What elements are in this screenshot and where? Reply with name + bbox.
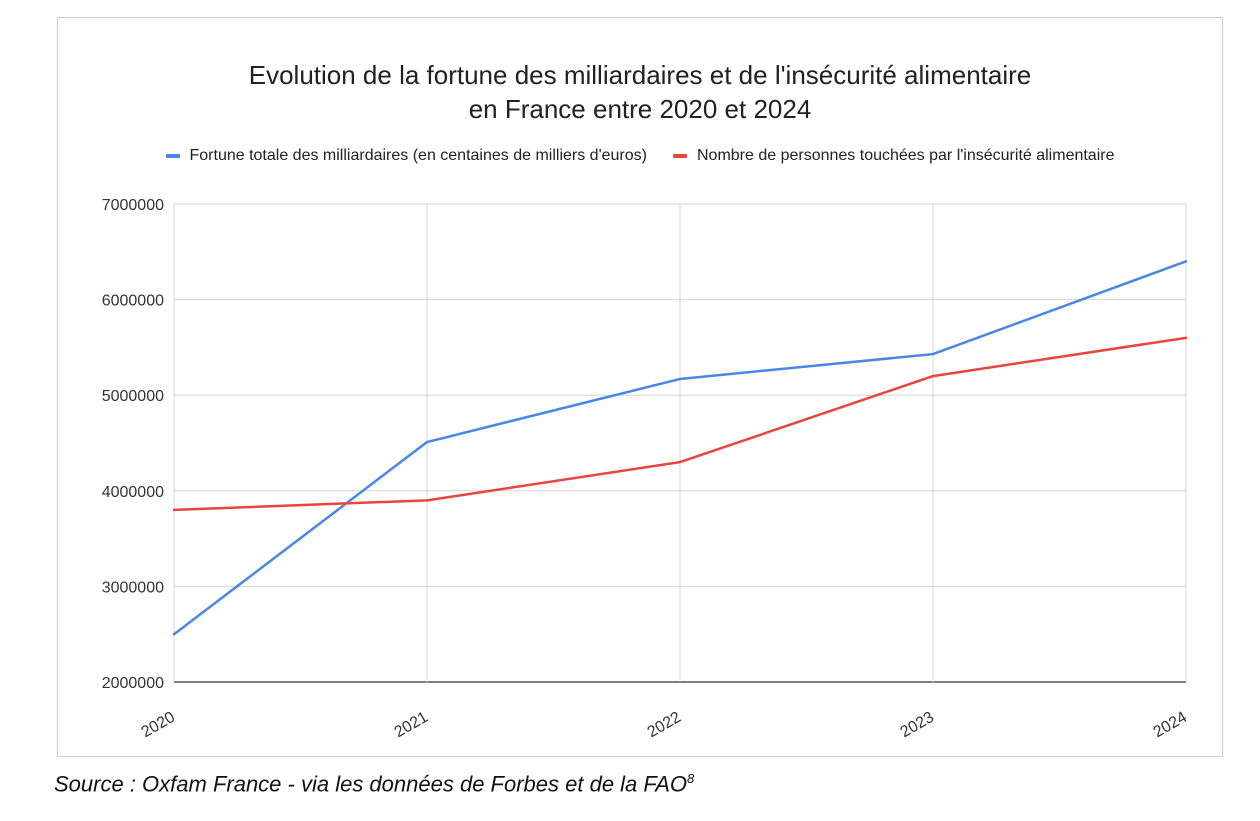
source-note: Source : Oxfam France - via les données … <box>54 771 694 797</box>
y-tick-label: 7000000 <box>102 197 164 214</box>
series-line-fortune <box>172 260 1188 636</box>
x-tick-label: 2020 <box>139 709 178 742</box>
y-tick-label: 3000000 <box>102 579 164 596</box>
legend-label-fortune: Fortune totale des milliardaires (en cen… <box>189 147 647 164</box>
source-text: Source : Oxfam France - via les données … <box>54 771 687 797</box>
legend-swatch-fortune <box>165 154 180 158</box>
y-tick-label: 6000000 <box>102 293 164 310</box>
y-tick-label: 4000000 <box>102 484 164 501</box>
y-tick-label: 2000000 <box>102 675 164 692</box>
y-tick-label: 5000000 <box>102 388 164 405</box>
chart-title-line2: en France entre 2020 et 2024 <box>468 94 812 124</box>
legend-item-fortune[interactable]: Fortune totale des milliardaires (en cen… <box>165 147 647 165</box>
chart-frame <box>57 17 1223 757</box>
x-tick-label: 2022 <box>645 709 684 742</box>
legend-item-insecurite[interactable]: Nombre de personnes touchées par l'inséc… <box>672 147 1115 165</box>
legend: Fortune totale des milliardaires (en cen… <box>57 147 1223 165</box>
chart-title-line1: Evolution de la fortune des milliardaire… <box>248 60 1032 90</box>
series-line-insecurite <box>172 336 1188 512</box>
x-tick-label: 2023 <box>898 709 937 742</box>
x-tick-label: 2024 <box>1151 709 1190 742</box>
source-footnote: 8 <box>687 771 695 786</box>
legend-label-insecurite: Nombre de personnes touchées par l'inséc… <box>696 147 1115 164</box>
chart-title: Evolution de la fortune des milliardaire… <box>57 58 1223 126</box>
x-tick-label: 2021 <box>392 709 431 742</box>
legend-swatch-insecurite <box>672 154 687 158</box>
